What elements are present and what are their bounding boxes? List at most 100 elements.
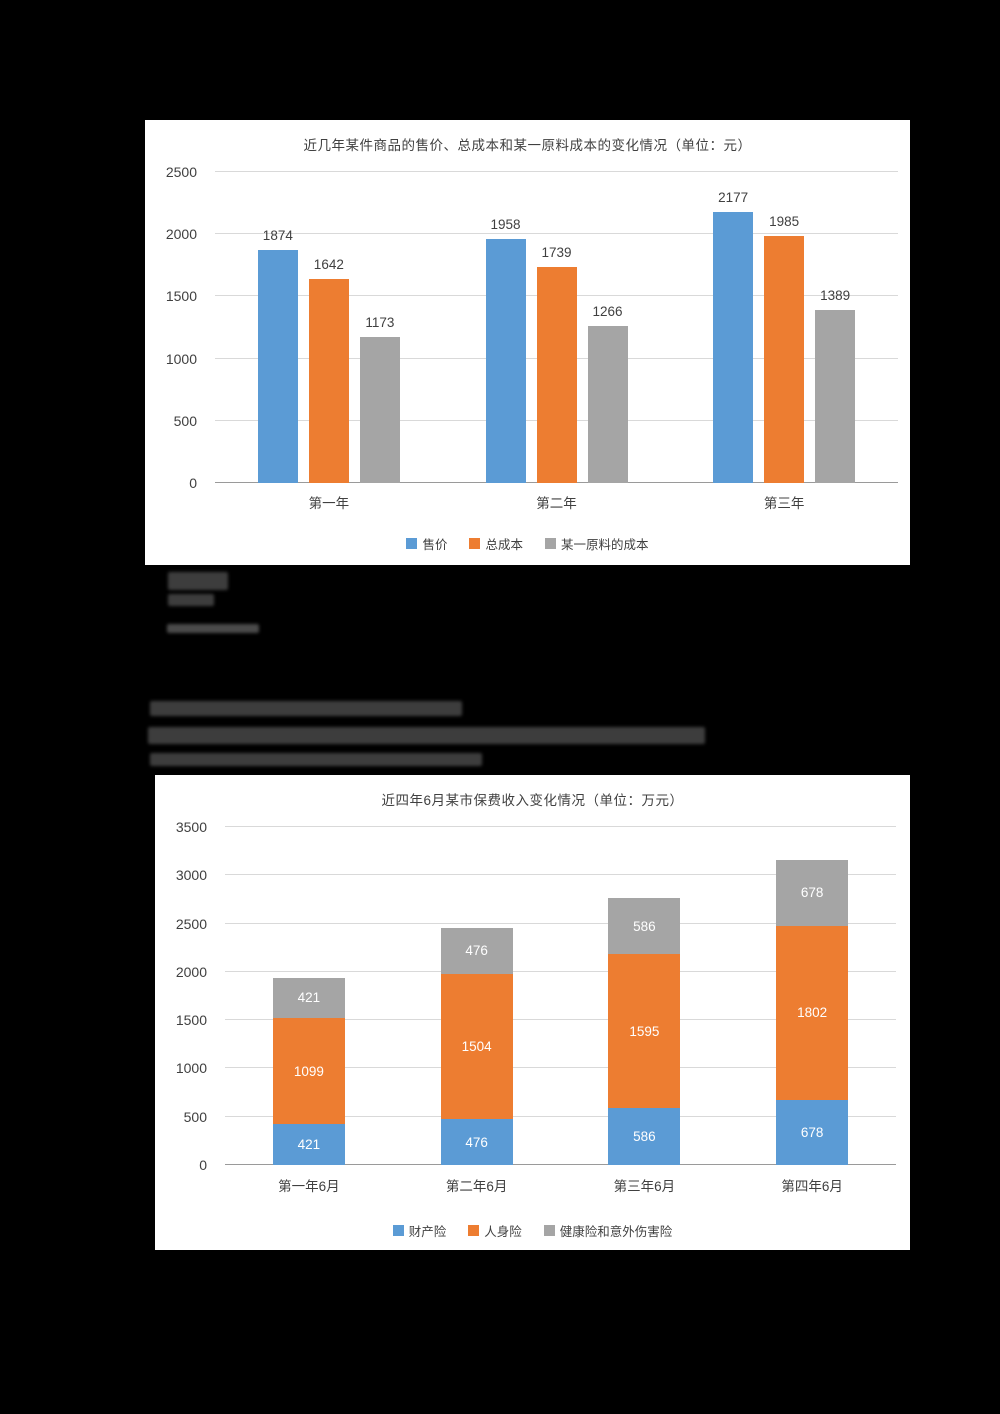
bar-value-label: 678	[800, 885, 824, 901]
stacked-bar: 678 1802 678	[776, 860, 849, 1165]
legend-swatch	[468, 1225, 480, 1236]
bar-value-label: 421	[297, 990, 321, 1006]
gridline	[215, 233, 898, 235]
bar-segment: 1504	[440, 973, 513, 1120]
y-axis-tick-label: 1500	[165, 288, 197, 305]
y-axis-tick-label: 0	[199, 1157, 207, 1173]
x-axis-label: 第三年6月	[613, 1179, 676, 1194]
bar: 1173	[359, 315, 400, 483]
gridline	[225, 826, 896, 827]
bar-value-label: 1642	[313, 256, 344, 272]
bar-segment: 476	[440, 1119, 513, 1165]
x-axis-line	[225, 1164, 896, 1165]
bar-segment: 678	[776, 860, 849, 926]
bar-value-label: 421	[297, 1137, 321, 1153]
y-axis-tick-label: 2500	[175, 915, 207, 932]
y-axis-tick-label: 500	[183, 1108, 207, 1125]
bar-value-label: 1099	[293, 1063, 324, 1079]
y-axis-tick-label: 2000	[165, 226, 197, 243]
category-column: 586 1595 586	[561, 897, 729, 1165]
stacked-bar: 421 1099 421	[272, 977, 345, 1165]
category-column: 678 1802 678	[728, 860, 896, 1165]
bar-segment: 421	[272, 1124, 345, 1165]
x-axis-label: 第一年6月	[278, 1179, 340, 1194]
bars-row: 1874 1642 1173 1958 1739 1266 2177 1985 1389	[215, 172, 898, 483]
y-axis-tick-label: 2000	[175, 963, 207, 980]
y-axis-tick-label: 1000	[175, 1060, 207, 1077]
bar-value-label: 476	[465, 1134, 488, 1150]
bar: 1266	[587, 304, 628, 483]
bar-segment: 586	[608, 1108, 681, 1165]
bar: 1985	[764, 214, 805, 483]
chart-title: 近几年某件商品的售价、总成本和某一原料成本的变化情况（单位：元）	[303, 138, 752, 153]
bar-segment: 586	[608, 897, 681, 955]
bar-segment: 476	[440, 927, 513, 974]
bar-value-label: 678	[800, 1124, 824, 1140]
stacked-bar: 586 1595 586	[608, 897, 681, 1165]
bar-value-label: 1595	[629, 1023, 660, 1039]
chart-panel-grouped-bar: 近几年某件商品的售价、总成本和某一原料成本的变化情况（单位：元） 0 500 100…	[145, 120, 910, 565]
legend-label: 财产险	[408, 1225, 447, 1239]
bar: 1958	[485, 217, 526, 483]
gridline	[215, 171, 898, 172]
redacted-text-block	[168, 572, 228, 590]
bar-segment: 421	[272, 977, 345, 1019]
bar-segment: 678	[776, 1099, 849, 1165]
bar-segment: 1802	[776, 925, 849, 1100]
x-axis-label: 第一年	[308, 496, 350, 511]
bar-value-label: 1266	[592, 303, 623, 319]
legend-item: 健康险和意外伤害险	[543, 1221, 673, 1240]
x-axis-labels: 第一年 第二年 第三年	[215, 492, 898, 512]
redacted-text-block	[168, 594, 214, 606]
legend-item: 总成本	[469, 534, 523, 553]
legend-item: 售价	[406, 534, 447, 553]
gridline	[225, 970, 896, 972]
legend-item: 某一原料的成本	[545, 534, 649, 553]
gridline	[225, 1115, 896, 1117]
legend-label: 健康险和意外伤害险	[559, 1225, 673, 1239]
legend-label: 某一原料的成本	[561, 538, 649, 552]
bar: 1389	[815, 288, 856, 483]
x-axis-label: 第四年6月	[781, 1179, 843, 1194]
category-column: 421 1099 421	[225, 977, 393, 1165]
legend-label: 总成本	[485, 538, 523, 552]
chart-panel-stacked-bar: 近四年6月某市保费收入变化情况（单位：万元） 0 500 1000 1500 2000 2…	[155, 775, 910, 1250]
redacted-text-block	[148, 727, 705, 744]
bar-value-label: 586	[633, 1129, 656, 1145]
legend-swatch	[469, 538, 481, 549]
bar-value-label: 1389	[820, 288, 851, 304]
bar: 2177	[713, 190, 754, 483]
chart-title: 近四年6月某市保费收入变化情况（单位：万元）	[381, 793, 684, 808]
redacted-text-block	[150, 701, 462, 716]
y-axis-tick-label: 1500	[175, 1012, 207, 1029]
bar: 1739	[536, 245, 577, 483]
category-column: 2177 1985 1389	[670, 190, 898, 483]
plot-area: 1874 1642 1173 1958 1739 1266 2177 1985 1389	[215, 171, 898, 483]
legend-swatch	[545, 538, 556, 549]
legend-label: 售价	[422, 538, 448, 552]
y-axis-tick-label: 500	[173, 412, 197, 429]
gridline	[225, 922, 896, 924]
gridline	[225, 874, 896, 876]
x-axis-label: 第二年	[536, 496, 577, 511]
category-column: 476 1504 476	[393, 927, 561, 1165]
legend-swatch	[543, 1225, 555, 1236]
legend: 售价 总成本 某一原料的成本	[145, 534, 910, 553]
category-column: 1958 1739 1266	[443, 217, 671, 483]
bar-segment: 1595	[608, 954, 681, 1109]
bar-value-label: 1173	[365, 315, 395, 331]
x-axis-label: 第二年6月	[445, 1179, 508, 1194]
stacked-bar: 476 1504 476	[440, 927, 513, 1165]
bar-value-label: 1504	[461, 1038, 492, 1054]
y-axis: 0 500 1000 1500 2000 2500 3000 3500	[155, 819, 217, 1173]
bar-value-label: 476	[465, 943, 488, 959]
bar: 1642	[308, 257, 349, 483]
bar-value-label: 1874	[262, 227, 293, 243]
legend-swatch	[406, 538, 418, 549]
legend: 财产险 人身险 健康险和意外伤害险	[155, 1221, 910, 1240]
y-axis-tick-label: 3500	[175, 819, 207, 835]
redacted-text-block	[150, 753, 482, 766]
bar-value-label: 1958	[490, 217, 521, 233]
bars-row: 421 1099 421 476 1504 476 586 1595 586 678 1802 678	[225, 827, 896, 1165]
